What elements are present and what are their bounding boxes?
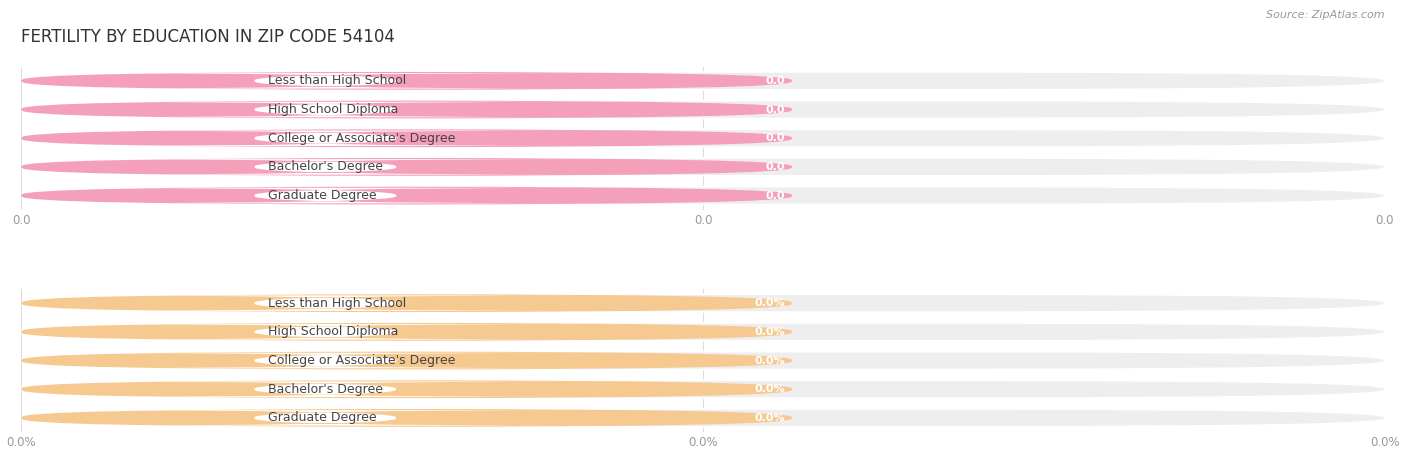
Text: College or Associate's Degree: College or Associate's Degree [269,354,456,367]
FancyBboxPatch shape [58,102,593,117]
FancyBboxPatch shape [21,72,792,90]
FancyBboxPatch shape [21,294,792,312]
FancyBboxPatch shape [21,158,792,176]
Text: Graduate Degree: Graduate Degree [269,411,377,424]
FancyBboxPatch shape [21,352,792,370]
Text: 0.0%: 0.0% [755,355,785,366]
FancyBboxPatch shape [21,409,792,427]
FancyBboxPatch shape [21,187,792,204]
Text: Bachelor's Degree: Bachelor's Degree [269,161,382,173]
Text: 0.0%: 0.0% [755,384,785,394]
FancyBboxPatch shape [21,158,1385,176]
FancyBboxPatch shape [21,72,1385,90]
Text: College or Associate's Degree: College or Associate's Degree [269,132,456,145]
Text: Less than High School: Less than High School [269,75,406,87]
Text: Less than High School: Less than High School [269,297,406,310]
FancyBboxPatch shape [21,101,1385,118]
FancyBboxPatch shape [21,129,792,147]
FancyBboxPatch shape [58,324,593,340]
Text: High School Diploma: High School Diploma [269,325,398,338]
FancyBboxPatch shape [58,159,593,175]
FancyBboxPatch shape [21,129,1385,147]
FancyBboxPatch shape [21,352,1385,370]
Text: 0.0: 0.0 [766,162,785,172]
Text: 0.0: 0.0 [766,133,785,143]
FancyBboxPatch shape [58,381,593,397]
FancyBboxPatch shape [58,410,593,426]
FancyBboxPatch shape [21,380,1385,398]
FancyBboxPatch shape [58,73,593,89]
Text: Bachelor's Degree: Bachelor's Degree [269,383,382,396]
FancyBboxPatch shape [21,101,792,118]
FancyBboxPatch shape [21,323,792,341]
FancyBboxPatch shape [21,409,1385,427]
FancyBboxPatch shape [21,380,792,398]
FancyBboxPatch shape [21,187,1385,204]
Text: Source: ZipAtlas.com: Source: ZipAtlas.com [1267,10,1385,19]
FancyBboxPatch shape [58,131,593,146]
Text: High School Diploma: High School Diploma [269,103,398,116]
Text: FERTILITY BY EDUCATION IN ZIP CODE 54104: FERTILITY BY EDUCATION IN ZIP CODE 54104 [21,28,395,47]
Text: 0.0: 0.0 [766,190,785,200]
Text: 0.0: 0.0 [766,76,785,86]
Text: 0.0%: 0.0% [755,298,785,308]
FancyBboxPatch shape [58,353,593,368]
FancyBboxPatch shape [21,294,1385,312]
Text: Graduate Degree: Graduate Degree [269,189,377,202]
FancyBboxPatch shape [58,295,593,311]
Text: 0.0%: 0.0% [755,327,785,337]
Text: 0.0%: 0.0% [755,413,785,423]
FancyBboxPatch shape [58,188,593,203]
FancyBboxPatch shape [21,323,1385,341]
Text: 0.0: 0.0 [766,104,785,114]
